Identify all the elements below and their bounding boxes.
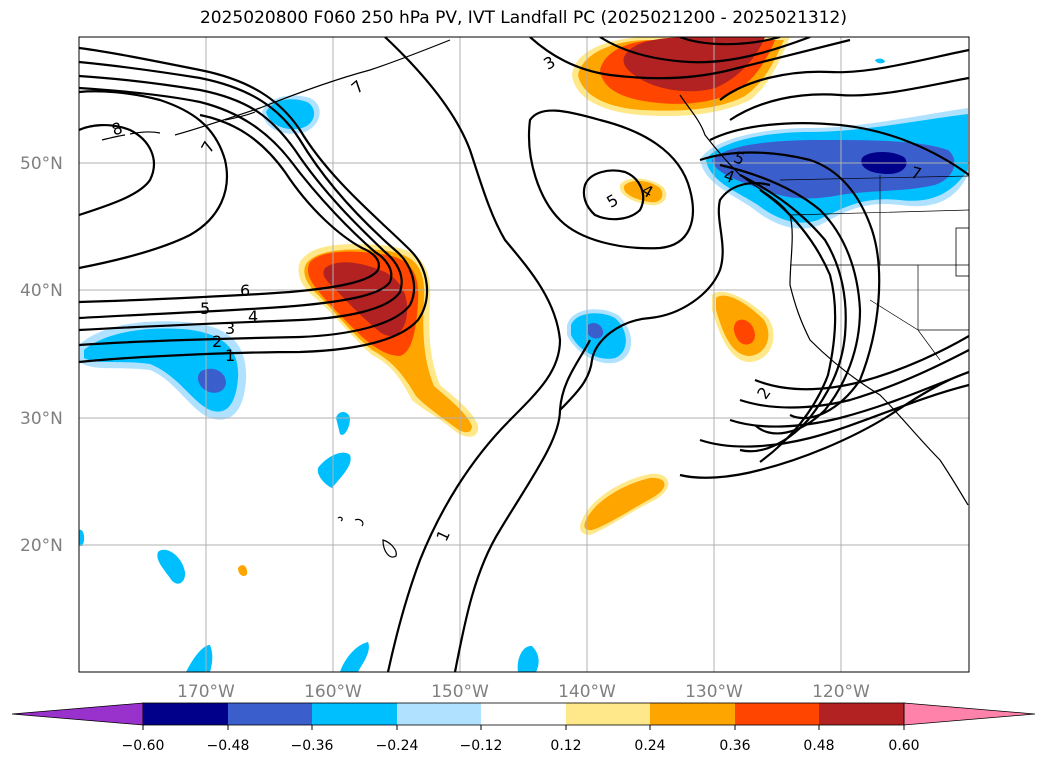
- colorbar-extend-low: [11, 702, 144, 726]
- lat-label: 50°N: [20, 154, 63, 174]
- pv-contour-label: 1: [432, 527, 454, 544]
- negative-anomaly-region: [875, 58, 885, 64]
- lat-label: 40°N: [20, 281, 63, 301]
- colorbar-outline: [142, 702, 905, 726]
- positive-anomaly-region: [238, 565, 248, 576]
- pv-contour-label: 5: [603, 190, 621, 212]
- lon-label: 130°W: [685, 682, 743, 702]
- colorbar-tick-label: 0.12: [550, 738, 581, 754]
- negative-anomaly-region: [186, 645, 213, 672]
- lat-label: 20°N: [20, 536, 63, 556]
- lat-label: 30°N: [20, 409, 63, 429]
- pv-contour-label: 2: [212, 332, 222, 351]
- colorbar-tick-label: −0.48: [207, 738, 250, 754]
- map-title: 2025020800 F060 250 hPa PV, IVT Landfall…: [199, 8, 847, 28]
- colorbar-bin: [735, 703, 819, 725]
- colorbar-tick-label: −0.12: [460, 738, 503, 754]
- colorbar-bin: [143, 703, 228, 725]
- colorbar-tick-label: 0.48: [803, 738, 834, 754]
- lon-label: 170°W: [177, 682, 235, 702]
- positive-anomaly-region: [584, 477, 665, 531]
- negative-anomaly-region: [588, 323, 604, 339]
- negative-anomaly-region: [517, 645, 539, 672]
- longitude-labels: 170°W 160°W 150°W 140°W 130°W 120°W: [177, 682, 870, 702]
- colorbar-bin: [228, 703, 312, 725]
- negative-anomaly-region: [340, 642, 369, 672]
- negative-anomaly-region: [84, 328, 239, 412]
- colorbar-tick-label: −0.24: [376, 738, 419, 754]
- pv-contour-label: 1: [225, 346, 235, 365]
- negative-anomaly-region: [197, 368, 226, 393]
- negative-anomaly-region: [157, 549, 186, 584]
- colorbar-bin: [819, 703, 904, 725]
- pv-contour-label: 4: [248, 307, 258, 326]
- colorbar-tick-label: −0.60: [122, 738, 165, 754]
- colorbar-bin: [397, 703, 481, 725]
- colorbar-tick-label: 0.36: [719, 738, 750, 754]
- pv-contour-label: 8: [109, 118, 125, 139]
- colorbar-tick-label: 0.24: [634, 738, 665, 754]
- colorbar-bin: [481, 703, 566, 725]
- lon-label: 120°W: [812, 682, 870, 702]
- positive-anomaly-region: [733, 319, 755, 345]
- colorbar-bin: [312, 703, 397, 725]
- lon-label: 160°W: [304, 682, 362, 702]
- latitude-labels: 50°N 40°N 30°N 20°N: [20, 154, 63, 556]
- lon-label: 140°W: [558, 682, 616, 702]
- pv-contour-label: 3: [225, 319, 235, 338]
- lon-label: 150°W: [431, 682, 489, 702]
- positive-anomaly-region: [323, 262, 408, 336]
- colorbar-tick-label: −0.36: [291, 738, 334, 754]
- negative-anomaly-region: [317, 452, 351, 488]
- pv-contours: [79, 37, 969, 672]
- pv-contour-label: 5: [200, 299, 210, 318]
- pv-contour-label: 7: [348, 76, 368, 97]
- colorbar-bin: [566, 703, 650, 725]
- colorbar: −0.60 −0.48 −0.36 −0.24 −0.12 0.12 0.24 …: [11, 702, 1036, 754]
- pv-contour-label: 7: [197, 138, 219, 156]
- negative-anomaly-region: [79, 529, 85, 546]
- map-frame: [78, 36, 970, 673]
- colorbar-tick-label: 0.60: [888, 738, 919, 754]
- pv-contour-label: 6: [240, 281, 250, 300]
- pv-contour-label: 7: [909, 163, 924, 184]
- negative-anomaly-region: [336, 412, 350, 435]
- colorbar-bin: [650, 703, 735, 725]
- colorbar-extend-high: [903, 702, 1036, 726]
- negative-anomaly-region: [266, 99, 315, 130]
- coastlines: [101, 39, 969, 558]
